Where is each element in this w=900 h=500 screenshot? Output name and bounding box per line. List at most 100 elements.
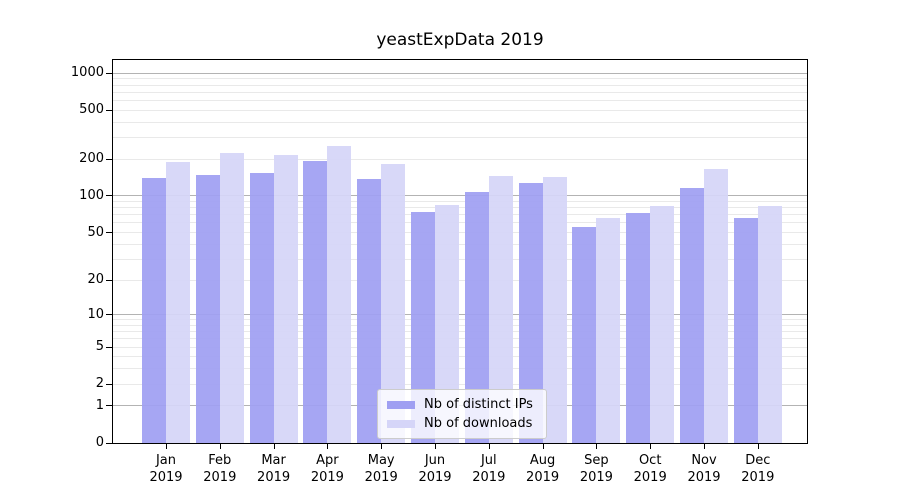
chart-title: yeastExpData 2019 bbox=[376, 30, 544, 50]
bar-nb-of-downloads-jan bbox=[166, 161, 190, 443]
y-tick-label-1000: 1000 bbox=[70, 65, 104, 80]
legend-swatch-distinct-ips bbox=[387, 400, 415, 409]
y-tick-mark-0 bbox=[106, 442, 113, 444]
y-tick-label-10: 10 bbox=[87, 306, 104, 322]
y-tick-label-100: 100 bbox=[79, 187, 104, 203]
x-tick-mark-mar bbox=[273, 444, 275, 449]
x-tick-label-nov: Nov 2019 bbox=[676, 452, 732, 486]
x-tick-label-aug: Aug 2019 bbox=[515, 452, 571, 486]
gridline-minor-4 bbox=[113, 356, 807, 358]
x-tick-year: 2019 bbox=[364, 470, 398, 485]
x-tick-label-mar: Mar 2019 bbox=[246, 452, 302, 486]
gridline-minor-90 bbox=[113, 200, 807, 202]
x-tick-year: 2019 bbox=[579, 470, 613, 485]
legend-item-distinct-ips: Nb of distinct IPs bbox=[387, 395, 537, 414]
x-tick-month: May bbox=[367, 453, 395, 468]
legend-swatch-downloads bbox=[387, 419, 415, 428]
x-tick-mark-aug bbox=[542, 444, 544, 449]
gridline-minor-50 bbox=[113, 232, 807, 233]
x-tick-mark-apr bbox=[327, 444, 329, 449]
gridline-minor-6 bbox=[113, 338, 807, 340]
gridline-minor-30 bbox=[113, 258, 807, 260]
x-tick-month: Feb bbox=[208, 453, 232, 468]
x-tick-mark-oct bbox=[650, 444, 652, 449]
gridline-minor-80 bbox=[113, 207, 807, 209]
x-tick-label-may: May 2019 bbox=[353, 452, 409, 486]
bar-nb-of-downloads-nov bbox=[704, 169, 728, 443]
x-tick-label-jan: Jan 2019 bbox=[138, 452, 194, 486]
legend-item-downloads: Nb of downloads bbox=[387, 414, 537, 433]
bar-nb-of-distinct-ips-mar bbox=[249, 173, 274, 443]
y-tick-label-5: 5 bbox=[95, 339, 104, 355]
x-tick-label-dec: Dec 2019 bbox=[730, 452, 786, 486]
x-tick-mark-jun bbox=[435, 444, 436, 449]
x-tick-label-jun: Jun 2019 bbox=[407, 452, 463, 486]
gridline-minor-600 bbox=[113, 99, 807, 101]
gridline-minor-40 bbox=[113, 243, 807, 245]
y-tick-mark-1000 bbox=[106, 72, 113, 74]
x-tick-mark-feb bbox=[219, 444, 221, 449]
y-tick-label-50: 50 bbox=[87, 224, 104, 240]
bar-nb-of-distinct-ips-sep bbox=[572, 227, 597, 443]
bar-nb-of-downloads-feb bbox=[219, 153, 244, 443]
x-tick-month: Mar bbox=[261, 453, 286, 468]
bar-nb-of-distinct-ips-apr bbox=[303, 160, 328, 443]
x-tick-month: Sep bbox=[584, 453, 609, 468]
x-tick-year: 2019 bbox=[257, 470, 291, 485]
x-tick-label-jul: Jul 2019 bbox=[461, 452, 517, 486]
gridline-minor-9 bbox=[113, 319, 807, 321]
y-tick-mark-2 bbox=[106, 383, 113, 385]
x-tick-month: Jul bbox=[480, 453, 497, 468]
x-tick-mark-nov bbox=[704, 444, 705, 449]
x-tick-label-oct: Oct 2019 bbox=[622, 452, 678, 486]
bar-nb-of-distinct-ips-oct bbox=[626, 213, 651, 443]
x-tick-month: Aug bbox=[529, 453, 556, 468]
gridline-minor-60 bbox=[113, 222, 807, 224]
plot-area: Nb of distinct IPs Nb of downloads bbox=[112, 59, 808, 444]
bar-nb-of-distinct-ips-feb bbox=[195, 175, 220, 443]
y-tick-label-500: 500 bbox=[79, 102, 104, 118]
x-tick-year: 2019 bbox=[203, 470, 237, 485]
bar-nb-of-downloads-dec bbox=[757, 206, 782, 443]
legend-label: Nb of downloads bbox=[424, 416, 533, 431]
x-tick-month: Nov bbox=[691, 453, 717, 468]
bar-nb-of-distinct-ips-nov bbox=[680, 188, 704, 443]
x-tick-mark-may bbox=[381, 444, 383, 449]
gridline-minor-2 bbox=[113, 383, 807, 385]
gridline-major-10 bbox=[113, 314, 807, 316]
bar-nb-of-downloads-oct bbox=[650, 205, 675, 443]
x-tick-year: 2019 bbox=[418, 470, 452, 485]
gridline-minor-8 bbox=[113, 324, 807, 326]
gridline-minor-500 bbox=[113, 109, 807, 111]
gridline-minor-5 bbox=[113, 346, 807, 348]
legend: Nb of distinct IPs Nb of downloads bbox=[377, 389, 547, 439]
y-tick-label-0: 0 bbox=[95, 435, 104, 450]
x-tick-label-sep: Sep 2019 bbox=[568, 452, 624, 486]
y-tick-label-1: 1 bbox=[95, 397, 104, 413]
y-tick-mark-100 bbox=[106, 195, 113, 197]
gridline-minor-7 bbox=[113, 331, 807, 333]
x-tick-mark-jul bbox=[488, 444, 490, 449]
gridline-minor-300 bbox=[113, 136, 807, 138]
y-tick-label-200: 200 bbox=[79, 151, 104, 166]
y-tick-mark-20 bbox=[106, 279, 113, 281]
gridline-minor-400 bbox=[113, 121, 807, 123]
gridline-minor-700 bbox=[113, 91, 807, 93]
bar-nb-of-distinct-ips-dec bbox=[733, 217, 758, 443]
y-tick-label-2: 2 bbox=[95, 376, 104, 392]
gridline-minor-20 bbox=[113, 279, 807, 281]
gridline-minor-900 bbox=[113, 78, 807, 80]
x-tick-mark-sep bbox=[596, 444, 598, 449]
bar-nb-of-distinct-ips-jan bbox=[142, 178, 166, 443]
x-tick-year: 2019 bbox=[526, 470, 560, 485]
legend-label: Nb of distinct IPs bbox=[424, 397, 533, 412]
y-tick-mark-5 bbox=[106, 346, 113, 348]
gridline-major-100 bbox=[113, 195, 807, 197]
x-tick-label-feb: Feb 2019 bbox=[192, 452, 248, 486]
gridline-minor-200 bbox=[113, 158, 807, 160]
x-tick-month: Jan bbox=[155, 453, 177, 468]
y-tick-mark-50 bbox=[106, 232, 113, 233]
gridline-minor-3 bbox=[113, 368, 807, 370]
x-tick-label-apr: Apr 2019 bbox=[299, 452, 355, 486]
